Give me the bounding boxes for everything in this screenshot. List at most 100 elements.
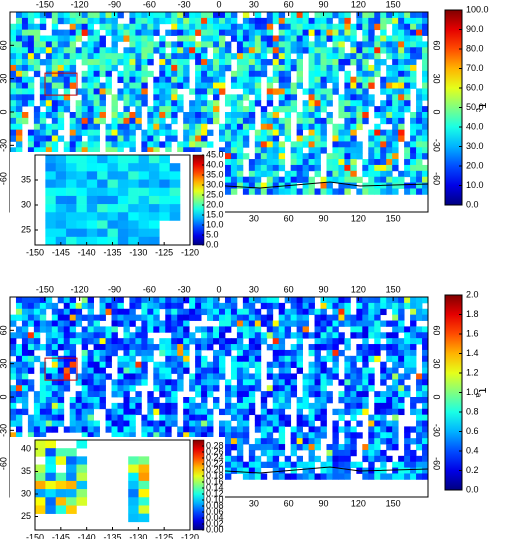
pixel — [45, 332, 53, 339]
pixel — [93, 426, 100, 433]
pixel — [207, 41, 214, 48]
pixel — [177, 355, 184, 363]
pixel — [392, 147, 399, 154]
pixel — [69, 344, 77, 351]
pixel — [338, 314, 345, 321]
inset-lon-tick-label: -140 — [78, 532, 96, 539]
pixel — [344, 12, 351, 19]
pixel — [69, 123, 77, 131]
pixel — [416, 297, 423, 304]
pixel — [81, 420, 89, 427]
pixel — [63, 82, 71, 89]
pixel — [332, 426, 339, 433]
pixel — [326, 47, 333, 54]
pixel — [51, 397, 59, 404]
pixel — [284, 129, 292, 136]
lat-tick-label: 0 — [432, 109, 442, 114]
pixel — [117, 135, 124, 142]
pixel — [398, 41, 405, 48]
pixel — [386, 35, 393, 42]
pixel — [314, 70, 321, 78]
pixel — [87, 35, 94, 42]
pixel — [290, 82, 298, 89]
pixel — [392, 23, 399, 31]
pixel — [45, 349, 53, 357]
pixel — [320, 188, 327, 195]
pixel — [207, 314, 214, 321]
pixel — [290, 344, 298, 351]
pixel — [63, 12, 71, 19]
pixel — [153, 302, 160, 310]
pixel — [422, 373, 429, 380]
pixel — [380, 47, 387, 54]
pixel — [404, 82, 411, 89]
pixel — [260, 170, 268, 178]
pixel — [153, 397, 160, 404]
pixel — [350, 76, 357, 83]
pixel — [272, 59, 280, 66]
pixel — [171, 379, 178, 386]
pixel — [392, 159, 399, 166]
pixel — [260, 159, 268, 166]
pixel — [105, 47, 112, 54]
pixel — [195, 12, 202, 19]
pixel — [266, 302, 274, 310]
pixel — [368, 35, 375, 42]
pixel — [213, 355, 220, 363]
pixel — [374, 70, 381, 78]
pixel — [356, 106, 363, 113]
pixel — [195, 76, 202, 83]
pixel — [147, 59, 154, 66]
pixel — [326, 153, 333, 160]
pixel — [296, 159, 303, 166]
pixel — [93, 349, 100, 357]
pixel — [404, 170, 411, 178]
pixel — [93, 29, 100, 36]
pixel — [404, 461, 411, 468]
pixel — [171, 385, 178, 392]
pixel — [129, 349, 136, 357]
pixel — [219, 47, 226, 54]
pixel — [230, 391, 238, 398]
pixel — [105, 308, 112, 316]
pixel — [344, 438, 351, 445]
pixel — [338, 379, 345, 386]
pixel — [171, 397, 178, 404]
pixel — [27, 314, 35, 321]
pixel — [105, 70, 112, 78]
pixel — [386, 373, 393, 380]
pixel — [171, 70, 178, 78]
pixel — [153, 23, 160, 31]
pixel — [57, 47, 65, 54]
pixel — [344, 302, 351, 310]
pixel — [284, 64, 292, 72]
pixel — [242, 355, 250, 363]
colorbar-tick-label: 50.0 — [466, 102, 484, 112]
pixel — [171, 117, 178, 125]
pixel — [87, 414, 94, 421]
inset-pixel — [169, 212, 181, 221]
pixel — [392, 176, 399, 183]
pixel — [290, 308, 298, 316]
pixel — [93, 135, 100, 142]
pixel — [39, 397, 47, 404]
pixel — [129, 35, 136, 42]
pixel — [183, 76, 190, 83]
pixel — [57, 385, 65, 392]
pixel — [296, 444, 303, 451]
inset-pixel — [117, 179, 129, 189]
pixel — [392, 88, 399, 95]
pixel — [123, 397, 130, 404]
pixel — [51, 367, 59, 374]
pixel — [135, 332, 142, 339]
pixel — [392, 391, 399, 398]
pixel — [21, 94, 29, 101]
pixel — [236, 455, 244, 463]
pixel — [326, 12, 333, 19]
pixel — [183, 326, 190, 333]
pixel — [290, 159, 298, 166]
lat-tick-label: 30 — [0, 359, 8, 369]
inset-pixel — [159, 212, 170, 221]
pixel — [416, 12, 423, 19]
pixel — [302, 135, 309, 142]
